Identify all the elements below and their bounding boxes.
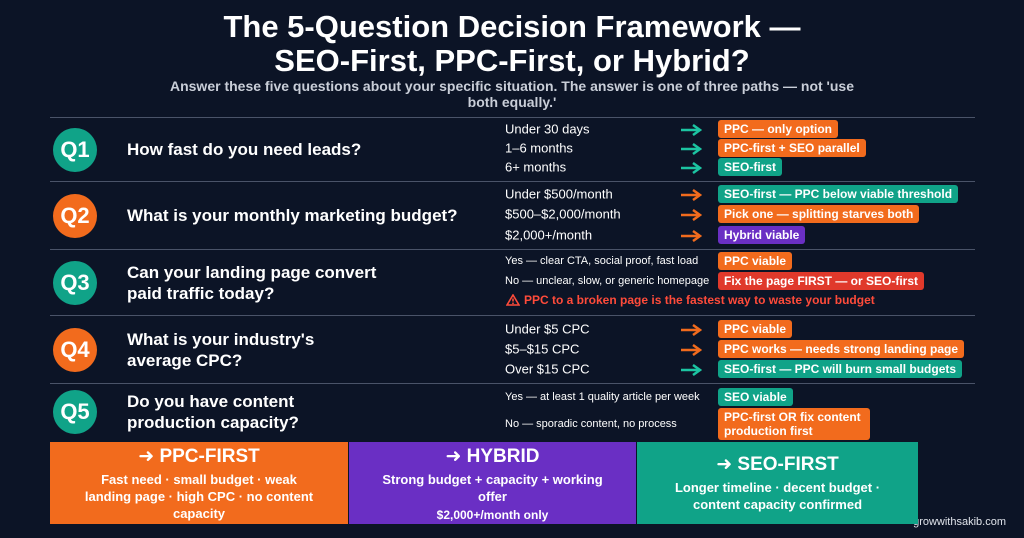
question-badge: Q5	[53, 390, 97, 434]
path-title: ➜ PPC-FIRST	[138, 445, 260, 467]
separator	[50, 315, 975, 316]
result-pill: PPC viable	[718, 252, 793, 270]
question-line: Can your landing page convert	[127, 262, 377, 282]
arrow	[680, 363, 703, 377]
separator	[50, 117, 975, 118]
result-pill: SEO-first — PPC will burn small budgets	[718, 360, 963, 378]
warning-text: PPC to a broken page is the fastest way …	[524, 293, 875, 307]
result-pill: PPC-first OR fix content production firs…	[718, 408, 870, 440]
condition: Over $15 CPC	[505, 361, 590, 377]
path-box: ➜ PPC-FIRST Fast need · small budget · we…	[50, 442, 348, 524]
path-description: Longer timeline · decent budget · conten…	[674, 480, 881, 512]
title-line: SEO-First, PPC-First, or Hybrid?	[274, 43, 750, 78]
condition: 1–6 months	[505, 140, 573, 156]
path-description: Fast need · small budget · weak landing …	[84, 471, 314, 521]
condition: $5–$15 CPC	[505, 341, 580, 357]
path-note: $2,000+/month only	[436, 507, 549, 522]
question-line: Do you have content	[127, 392, 295, 411]
result-pill: PPC viable	[718, 320, 793, 338]
result-pill: Hybrid viable	[718, 226, 806, 244]
arrow	[680, 229, 703, 243]
condition: $500–$2,000/month	[505, 206, 621, 222]
condition: Under 30 days	[505, 121, 590, 137]
condition: Yes — at least 1 quality article per wee…	[505, 391, 700, 403]
path-description: Strong budget + capacity + working offer	[382, 471, 603, 504]
condition: Under $5 CPC	[505, 321, 590, 337]
question-line: How fast do you need leads?	[127, 140, 362, 159]
arrow	[680, 343, 703, 357]
separator	[50, 249, 975, 250]
arrow	[680, 161, 703, 175]
question: Do you have content production capacity?	[127, 391, 299, 433]
question-badge: Q1	[53, 127, 97, 172]
result-pill: SEO-first — PPC below viable threshold	[718, 185, 959, 203]
path-box: ➜ SEO-FIRST Longer timeline · decent budg…	[637, 442, 918, 524]
condition: 6+ months	[505, 159, 567, 175]
question-badge: Q4	[53, 327, 97, 372]
question-line: paid traffic today?	[127, 283, 275, 303]
question-badge: Q3	[53, 260, 97, 305]
path-title: ➜ HYBRID	[445, 445, 540, 467]
question: What is your monthly marketing budget?	[127, 205, 458, 226]
arrow	[680, 208, 703, 222]
separator	[50, 181, 975, 182]
arrow	[680, 188, 703, 202]
path-title: ➜ SEO-FIRST	[716, 454, 839, 475]
footer: growwithsakib.com	[913, 516, 1006, 528]
condition: Under $500/month	[505, 186, 613, 202]
question: What is your industry's average CPC?	[127, 329, 314, 371]
result-pill: PPC — only option	[718, 120, 838, 138]
question-line: production capacity?	[127, 413, 299, 432]
title-line: The 5-Question Decision Framework —	[223, 9, 801, 44]
arrow	[680, 323, 703, 337]
question-line: What is your monthly marketing budget?	[127, 206, 458, 225]
condition: No — sporadic content, no process	[505, 418, 677, 430]
question-badge: Q2	[53, 193, 97, 238]
question: Can your landing page convert paid traffi…	[127, 262, 376, 304]
result-pill: Fix the page FIRST — or SEO-first	[718, 272, 925, 290]
condition: $2,000+/month	[505, 227, 593, 243]
question: How fast do you need leads?	[127, 139, 361, 160]
result-pill: PPC-first + SEO parallel	[718, 139, 866, 157]
subtitle: Answer these five questions about your s…	[169, 78, 855, 110]
warning: PPC to a broken page is the fastest way …	[506, 293, 875, 307]
result-pill: PPC works — needs strong landing page	[718, 340, 965, 358]
arrow	[680, 123, 703, 137]
condition: Yes — clear CTA, social proof, fast load	[505, 255, 699, 267]
question-line: What is your industry's	[127, 329, 315, 349]
arrow	[680, 142, 703, 156]
separator	[50, 383, 975, 384]
path-box: ➜ HYBRID Strong budget + capacity + worki…	[349, 442, 636, 524]
question-line: average CPC?	[127, 350, 243, 370]
condition: No — unclear, slow, or generic homepage	[505, 275, 710, 287]
result-pill: SEO-first	[718, 158, 783, 176]
result-pill: Pick one — splitting starves both	[718, 205, 920, 223]
result-pill: SEO viable	[718, 388, 793, 406]
